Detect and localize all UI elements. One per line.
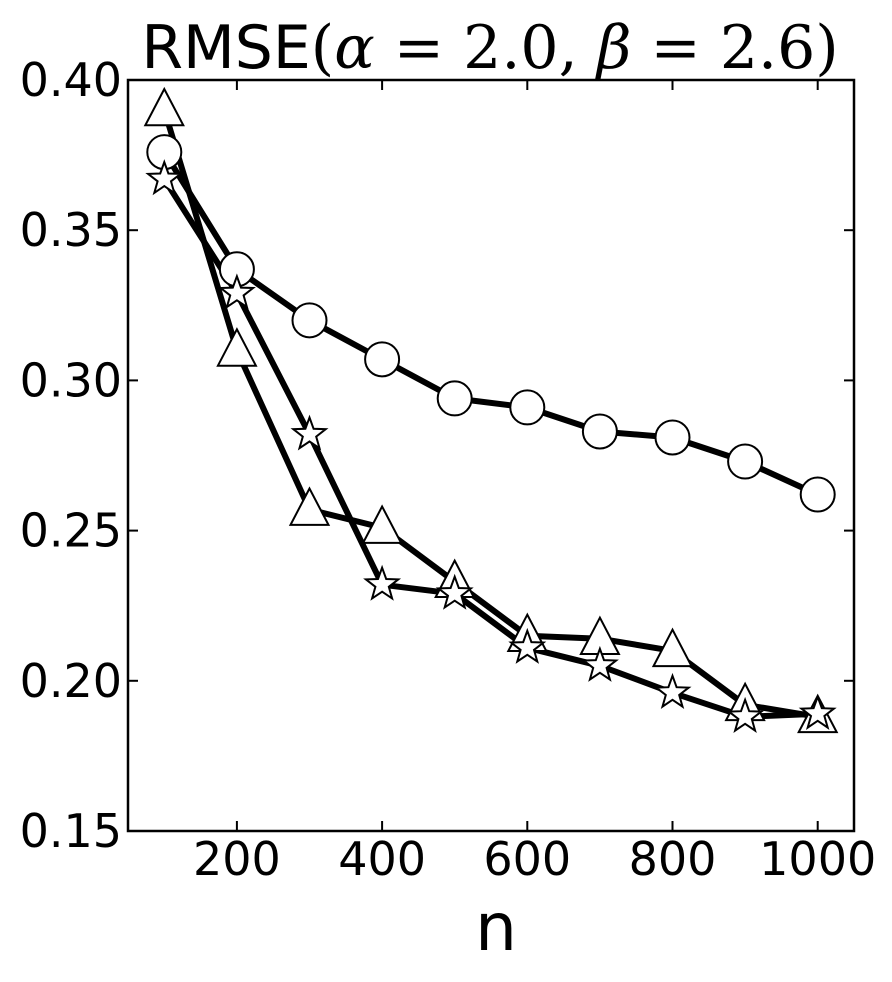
series-circle bbox=[161, 149, 821, 498]
title-comma: , bbox=[559, 13, 597, 83]
circle-point bbox=[436, 380, 473, 417]
triangle-point bbox=[288, 486, 331, 526]
star-point bbox=[726, 696, 765, 733]
circle-point bbox=[509, 389, 546, 426]
x-tick-label: 1000 bbox=[759, 832, 876, 886]
circle-point bbox=[799, 476, 836, 513]
series-group bbox=[143, 86, 839, 734]
series-star bbox=[161, 176, 821, 720]
title-alpha-symbol: α bbox=[334, 13, 375, 83]
title-close-paren: ) bbox=[815, 13, 838, 83]
x-tick-label: 400 bbox=[338, 832, 426, 886]
title-equals-1: = bbox=[375, 13, 463, 83]
markers-star bbox=[145, 159, 837, 733]
star-point bbox=[363, 564, 402, 601]
y-tick-label: 0.30 bbox=[20, 353, 122, 407]
triangle-point bbox=[216, 327, 258, 367]
star-point bbox=[435, 573, 474, 610]
y-tick-label: 0.40 bbox=[20, 53, 122, 107]
star-point bbox=[217, 273, 256, 310]
star-point bbox=[653, 672, 692, 709]
circle-point bbox=[727, 443, 764, 480]
plot-frame bbox=[126, 78, 856, 833]
series-triangle bbox=[161, 107, 821, 720]
axis-ticks: 0.15 0.20 0.25 0.30 0.35 0.40 200 400 600 800 1000 bbox=[20, 53, 877, 886]
x-axis-label: n bbox=[475, 889, 517, 966]
star-point bbox=[508, 627, 547, 664]
star-point bbox=[290, 414, 329, 451]
star-point bbox=[145, 159, 184, 196]
triangle-point bbox=[651, 627, 694, 668]
markers-circle bbox=[146, 134, 836, 513]
x-tick-label: 600 bbox=[483, 832, 571, 886]
triangle-point bbox=[143, 86, 185, 127]
triangle-point bbox=[361, 504, 403, 544]
x-tick-label: 800 bbox=[629, 832, 717, 886]
circle-point bbox=[364, 341, 401, 378]
circle-point bbox=[291, 302, 328, 339]
title-beta-value: 2.6 bbox=[720, 13, 815, 83]
circle-point bbox=[581, 413, 618, 450]
title-equals-2: = bbox=[631, 13, 719, 83]
star-point bbox=[798, 693, 837, 730]
x-tick-label: 200 bbox=[193, 832, 281, 886]
series-line-star bbox=[161, 176, 821, 720]
title-prefix: RMSE bbox=[141, 13, 310, 83]
title-alpha-value: 2.0 bbox=[463, 13, 558, 83]
title-beta-symbol: β bbox=[595, 13, 632, 83]
y-tick-label: 0.20 bbox=[20, 654, 122, 708]
y-tick-label: 0.35 bbox=[20, 203, 122, 257]
series-line-circle bbox=[161, 149, 821, 498]
series-line-triangle bbox=[161, 107, 821, 720]
y-tick-label: 0.15 bbox=[20, 804, 122, 858]
chart-title: RMSE(α = 2.0, β = 2.6) bbox=[141, 13, 838, 83]
star-point bbox=[580, 645, 619, 682]
title-open-paren: ( bbox=[311, 13, 334, 83]
circle-point bbox=[654, 419, 691, 456]
markers-triangle bbox=[143, 86, 839, 734]
y-tick-label: 0.25 bbox=[20, 504, 122, 558]
